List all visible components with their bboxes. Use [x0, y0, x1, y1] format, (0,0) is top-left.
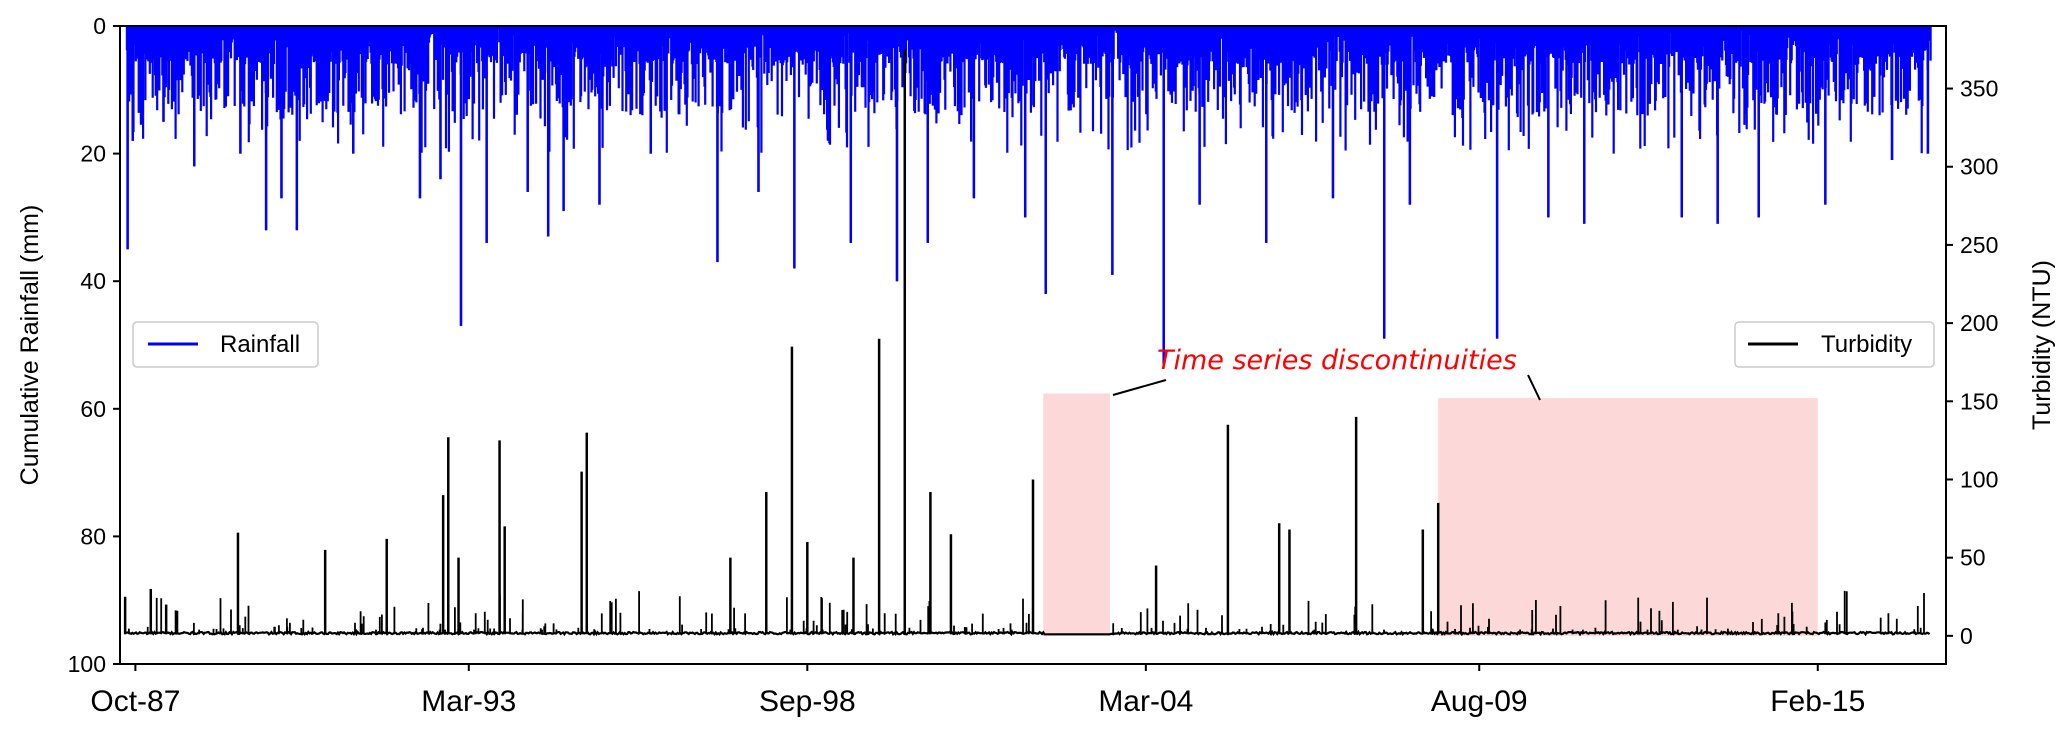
- rainfall-line: [125, 26, 1932, 365]
- x-tick-label: Feb-15: [1770, 685, 1865, 718]
- x-tick-label: Mar-93: [421, 685, 516, 718]
- turbidity-series: [123, 49, 1931, 637]
- legend-rainfall: Rainfall: [132, 321, 319, 368]
- y-left-axis-title: Cumulative Rainfall (mm): [16, 205, 44, 486]
- legend-turbidity: Turbidity: [1734, 321, 1935, 368]
- y-right-axis-title: Turbidity (NTU): [2028, 260, 2056, 430]
- y-left-tick-label: 40: [80, 268, 106, 294]
- y-left-tick-label: 0: [93, 13, 106, 39]
- plot-frame: [119, 25, 1947, 665]
- y-right-tick-label: 350: [1960, 76, 1998, 102]
- legend-rainfall-label: Rainfall: [220, 331, 300, 358]
- annotation-arrow-left: [1112, 379, 1167, 396]
- x-tick-label: Mar-04: [1098, 685, 1193, 718]
- annotation: Time series discontinuities: [1112, 345, 1541, 401]
- y-right-tick-label: 100: [1960, 466, 1998, 492]
- y-left-tick-label: 20: [80, 141, 106, 167]
- y-right-tick-label: 50: [1960, 545, 1986, 571]
- y-right-tick-label: 0: [1960, 623, 1973, 649]
- x-tick-label: Oct-87: [90, 685, 180, 718]
- y-left-tick-label: 100: [68, 651, 106, 677]
- y-right-tick-label: 200: [1960, 310, 1998, 336]
- y-right-tick-label: 150: [1960, 388, 1998, 414]
- axes: Oct-87 Mar-93 Sep-98 Mar-04 Aug-09 Feb-15 0 20 4…: [68, 13, 1999, 718]
- shaded-region-2: [1438, 398, 1818, 636]
- turbidity-line: [125, 629, 1931, 637]
- y-right-tick-label: 250: [1960, 232, 1998, 258]
- annotation-text: Time series discontinuities: [1157, 345, 1517, 376]
- turbidity-minor-spikes: [128, 590, 1925, 635]
- shaded-region-1: [1043, 393, 1110, 636]
- y-left-tick-label: 80: [80, 523, 106, 549]
- rainfall-series: [125, 26, 1932, 365]
- x-tick-label: Sep-98: [759, 685, 856, 718]
- y-left-tick-label: 60: [80, 396, 106, 422]
- x-tick-label: Aug-09: [1431, 685, 1528, 718]
- y-right-tick-label: 300: [1960, 154, 1998, 180]
- legend-turbidity-label: Turbidity: [1821, 331, 1912, 358]
- annotation-arrow-right: [1527, 374, 1541, 401]
- shaded-regions: [1043, 393, 1818, 636]
